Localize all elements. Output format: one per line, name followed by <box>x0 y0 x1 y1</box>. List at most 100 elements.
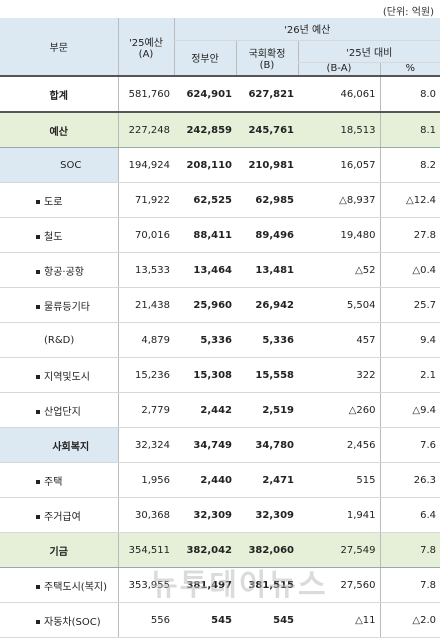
cell-gov: 15,308 <box>174 357 236 393</box>
cell-gov: 62,525 <box>174 182 236 218</box>
header-vs2025: '25년 대비 <box>297 40 440 63</box>
cell-diff: △11 <box>298 602 380 638</box>
cell-b: 26,942 <box>236 287 298 323</box>
row-label: 사회복지 <box>0 427 118 463</box>
table-row: SOC 194,924 208,110 210,981 16,057 8.2 <box>0 147 440 183</box>
bullet-icon <box>36 304 40 309</box>
bullet-icon <box>36 409 40 414</box>
cell-a: 2,779 <box>117 392 174 428</box>
cell-pct: △2.0 <box>379 602 440 638</box>
cell-a: 556 <box>117 602 174 638</box>
cell-a: 32,324 <box>117 427 174 463</box>
row-label: 주택도시(복지) <box>0 567 118 603</box>
row-label: 자동차(SOC) <box>0 602 118 638</box>
cell-diff: 5,504 <box>298 287 380 323</box>
cell-a: 21,438 <box>117 287 174 323</box>
cell-gov: 34,749 <box>174 427 236 463</box>
cell-pct: 7.6 <box>379 427 440 463</box>
bullet-icon <box>36 514 40 519</box>
cell-a: 30,368 <box>117 497 174 533</box>
bullet-icon <box>36 619 40 624</box>
table-row: 철도 70,016 88,411 89,496 19,480 27.8 <box>0 217 440 253</box>
row-label: 물류등기타 <box>0 287 118 323</box>
row-label: 지역및도시 <box>0 357 118 393</box>
bullet-icon <box>36 269 40 274</box>
cell-b: 2,471 <box>236 462 298 498</box>
cell-a: 71,922 <box>117 182 174 218</box>
cell-gov: 382,042 <box>174 532 236 568</box>
cell-pct: 25.7 <box>379 287 440 323</box>
header-2026: '26년 예산 <box>173 18 440 41</box>
table-row: 도로 71,922 62,525 62,985 △8,937 △12.4 <box>0 182 440 218</box>
row-label: 도로 <box>0 182 118 218</box>
table-row: 물류등기타 21,438 25,960 26,942 5,504 25.7 <box>0 287 440 323</box>
cell-b: 245,761 <box>236 111 298 148</box>
cell-pct: △0.4 <box>379 252 440 288</box>
cell-b: 13,481 <box>236 252 298 288</box>
table-row: 기금 354,511 382,042 382,060 27,549 7.8 <box>0 532 440 568</box>
cell-pct: 8.1 <box>379 111 440 148</box>
cell-b: 15,558 <box>236 357 298 393</box>
cell-diff: △52 <box>298 252 380 288</box>
table-row: 산업단지 2,779 2,442 2,519 △260 △9.4 <box>0 392 440 428</box>
cell-diff: 19,480 <box>298 217 380 253</box>
cell-diff: 457 <box>298 322 380 358</box>
table-row: 자동차(SOC) 556 545 545 △11 △2.0 <box>0 602 440 638</box>
cell-a: 581,760 <box>117 75 174 113</box>
table-row: 주거급여 30,368 32,309 32,309 1,941 6.4 <box>0 497 440 533</box>
cell-gov: 624,901 <box>174 75 236 113</box>
cell-b: 32,309 <box>236 497 298 533</box>
cell-gov: 25,960 <box>174 287 236 323</box>
bullet-icon <box>36 374 40 379</box>
table-row: 합계 581,760 624,901 627,821 46,061 8.0 <box>0 75 440 113</box>
cell-b: 34,780 <box>236 427 298 463</box>
cell-gov: 2,442 <box>174 392 236 428</box>
cell-pct: 8.0 <box>379 75 440 113</box>
cell-b: 545 <box>236 602 298 638</box>
row-label: 철도 <box>0 217 118 253</box>
cell-gov: 13,464 <box>174 252 236 288</box>
cell-a: 354,511 <box>117 532 174 568</box>
table-row: 예산 227,248 242,859 245,761 18,513 8.1 <box>0 111 440 148</box>
cell-gov: 242,859 <box>174 111 236 148</box>
table-row: 지역및도시 15,236 15,308 15,558 322 2.1 <box>0 357 440 393</box>
row-label: 주거급여 <box>0 497 118 533</box>
table-row: 사회복지 32,324 34,749 34,780 2,456 7.6 <box>0 427 440 463</box>
bullet-icon <box>36 479 40 484</box>
cell-pct: 27.8 <box>379 217 440 253</box>
cell-diff: △260 <box>298 392 380 428</box>
cell-diff: 16,057 <box>298 147 380 183</box>
cell-diff: 27,549 <box>298 532 380 568</box>
cell-a: 194,924 <box>117 147 174 183</box>
cell-pct: 9.4 <box>379 322 440 358</box>
cell-a: 4,879 <box>117 322 174 358</box>
header-diff: (B-A) <box>297 62 380 77</box>
row-label: 항공·공항 <box>0 252 118 288</box>
cell-gov: 208,110 <box>174 147 236 183</box>
cell-pct: 26.3 <box>379 462 440 498</box>
header-final: 국회확정 (B) <box>235 40 298 77</box>
row-label: 산업단지 <box>0 392 118 428</box>
cell-diff: 18,513 <box>298 111 380 148</box>
cell-a: 70,016 <box>117 217 174 253</box>
cell-gov: 381,497 <box>174 567 236 603</box>
row-label: 기금 <box>0 532 118 568</box>
table-row: 항공·공항 13,533 13,464 13,481 △52 △0.4 <box>0 252 440 288</box>
header-category: 부문 <box>0 18 118 77</box>
cell-b: 89,496 <box>236 217 298 253</box>
cell-pct: 6.4 <box>379 497 440 533</box>
cell-diff: 46,061 <box>298 75 380 113</box>
table-row: 주택 1,956 2,440 2,471 515 26.3 <box>0 462 440 498</box>
header-gov: 정부안 <box>173 40 236 77</box>
header-2025: '25예산 (A) <box>117 18 174 77</box>
cell-a: 15,236 <box>117 357 174 393</box>
row-label: 합계 <box>0 75 118 113</box>
row-label: (R&D) <box>0 322 118 358</box>
cell-b: 5,336 <box>236 322 298 358</box>
cell-pct: 7.8 <box>379 567 440 603</box>
cell-gov: 32,309 <box>174 497 236 533</box>
header-pct: % <box>379 62 440 77</box>
cell-diff: 322 <box>298 357 380 393</box>
watermark: 뉴투데이뉴스 <box>150 568 328 603</box>
cell-diff: 27,560 <box>298 567 380 603</box>
